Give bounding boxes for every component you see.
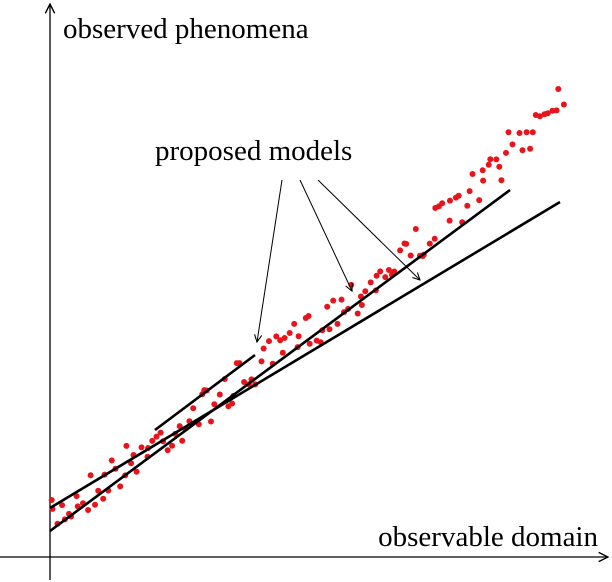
data-point [358, 302, 365, 308]
data-point [281, 335, 288, 341]
data-point [391, 268, 398, 275]
data-point [498, 177, 505, 184]
y-axis-label: observed phenomena [63, 13, 309, 45]
data-point [153, 433, 160, 440]
data-point [493, 156, 500, 163]
data-point [516, 130, 523, 136]
data-point [446, 217, 453, 224]
data-point [439, 200, 446, 207]
data-point [466, 188, 473, 195]
data-point [373, 272, 380, 279]
data-point [138, 444, 145, 451]
data-point [362, 288, 369, 295]
data-point [338, 296, 345, 303]
data-point [92, 501, 98, 508]
data-point [123, 442, 130, 449]
data-point [426, 240, 433, 247]
data-point [179, 437, 186, 444]
data-point [208, 418, 214, 425]
data-point [485, 161, 492, 168]
data-point [87, 472, 94, 479]
data-point [354, 310, 361, 317]
data-point [279, 349, 286, 356]
data-point [324, 303, 331, 310]
data-point [519, 147, 526, 154]
data-point [476, 197, 483, 204]
model-line [154, 353, 256, 432]
arrow [299, 179, 352, 291]
annotation-label: proposed models [155, 135, 352, 167]
data-point [536, 113, 543, 120]
data-point [157, 429, 164, 436]
data-point [367, 279, 374, 286]
data-point [291, 320, 298, 327]
x-axis-label: observable domain [378, 521, 598, 553]
data-point [216, 391, 223, 398]
data-point [496, 163, 503, 170]
data-point [553, 107, 560, 114]
data-point [382, 274, 389, 281]
model-line [49, 188, 511, 533]
data-point [164, 447, 171, 454]
data-point [377, 268, 384, 275]
data-point [326, 326, 333, 333]
data-point [48, 497, 55, 503]
data-point [385, 267, 392, 273]
data-point [505, 129, 512, 136]
data-point [509, 141, 516, 148]
data-point [523, 129, 530, 136]
data-point [149, 437, 156, 444]
data-point [229, 400, 236, 407]
arrow [317, 179, 420, 280]
data-point [277, 337, 284, 344]
data-point [266, 338, 272, 345]
data-point [479, 167, 486, 174]
data-point [85, 507, 92, 513]
data-point [95, 487, 102, 494]
data-point [176, 423, 183, 430]
data-point [273, 333, 280, 340]
data-point [169, 442, 176, 449]
data-point [100, 495, 107, 502]
data-point [555, 86, 562, 92]
data-point [412, 226, 419, 232]
data-point [211, 401, 218, 408]
data-point [241, 379, 248, 385]
data-point [403, 240, 410, 247]
data-point [455, 192, 462, 199]
data-point [59, 502, 66, 509]
data-point [469, 171, 476, 177]
data-point [464, 202, 471, 209]
data-point [503, 149, 509, 156]
data-point [487, 156, 494, 163]
data-point [480, 177, 487, 184]
data-point [431, 235, 438, 242]
data-point [529, 129, 536, 136]
data-point [73, 493, 80, 500]
data-point [190, 405, 197, 412]
data-point [128, 460, 135, 467]
data-point [334, 320, 341, 327]
arrow [257, 179, 283, 342]
data-point [108, 457, 115, 464]
data-point [295, 333, 302, 340]
data-point [560, 101, 567, 108]
data-point [133, 468, 140, 475]
data-point [260, 345, 267, 352]
data-point [286, 330, 293, 336]
data-point [447, 197, 453, 204]
data-point [305, 313, 312, 319]
data-point [117, 483, 124, 490]
data-point [527, 145, 534, 152]
data-point [407, 252, 414, 259]
data-point [330, 297, 337, 304]
data-point [397, 247, 404, 254]
data-point [258, 358, 265, 365]
data-point [306, 340, 313, 347]
model-line [49, 200, 561, 510]
data-point [544, 110, 551, 117]
